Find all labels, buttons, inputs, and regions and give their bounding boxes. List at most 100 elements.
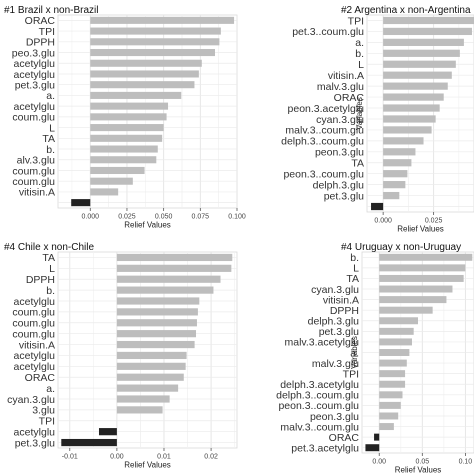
bar	[379, 391, 403, 399]
bars	[71, 16, 235, 207]
y-tick-label: cyan.3.glu	[7, 394, 55, 406]
chart-panel-3: TALDPPHb.acetylglucoum.glucoum.glucoum.g…	[4, 242, 238, 470]
bar	[116, 395, 170, 403]
bar	[379, 327, 414, 335]
panel-title: #1 Brazil x non-Brazil	[4, 5, 98, 16]
chart-panel-1: ORACTPIDPPHpeo.3.gluacetylgluacetylglupe…	[4, 5, 246, 230]
bar	[116, 373, 184, 381]
bar	[365, 444, 380, 452]
y-tick-label: acetylglu	[14, 101, 56, 113]
bar	[116, 340, 195, 349]
y-tick-label: alv.3.glu	[17, 155, 55, 167]
x-tick-label: 0.000	[374, 218, 392, 225]
y-tick-label: vitisin.A	[19, 187, 55, 199]
plot-background	[57, 251, 238, 449]
y-tick-label: malv.3.glu	[312, 358, 359, 370]
bar	[116, 319, 197, 327]
bar	[116, 297, 200, 305]
plot-background	[366, 14, 474, 213]
y-tick-label: vitisin.A	[19, 339, 55, 351]
y-tick-label: coum.glu	[12, 165, 55, 177]
y-tick-label: vitisin.A	[323, 294, 359, 306]
y-tick-label: DPPH	[26, 274, 55, 286]
bar	[383, 104, 440, 112]
bar	[383, 82, 448, 90]
y-tick-label: peon.3..coum.glu	[283, 168, 364, 180]
y-tick-label: cyan.3.glu	[311, 284, 359, 296]
y-tick-label: pet.3.glu	[319, 326, 359, 338]
y-tick-label: peon.3.acetylglu	[288, 103, 365, 115]
bar	[383, 93, 444, 101]
bar	[116, 406, 163, 414]
y-tick-label: coum.glu	[12, 328, 55, 340]
bar	[116, 362, 186, 370]
bar	[379, 274, 464, 282]
bar	[379, 423, 394, 431]
y-tick-label: a.	[350, 347, 359, 359]
bar	[116, 330, 197, 338]
bar	[383, 126, 432, 134]
y-axis-title: Variables	[355, 97, 364, 130]
y-tick-label: b.	[350, 252, 359, 264]
bars	[61, 253, 233, 447]
y-tick-label: cyan.3.glu	[316, 114, 364, 126]
bar	[383, 60, 456, 68]
bar	[379, 349, 410, 356]
y-tick-label: pet.3.glu	[15, 79, 55, 91]
x-tick-label: 0.075	[192, 214, 210, 221]
bar	[90, 91, 182, 99]
y-tick-label: acetylglu	[14, 296, 56, 308]
y-tick-label: TA	[346, 273, 359, 285]
x-tick-label: 0.05	[415, 459, 429, 466]
bar	[379, 359, 407, 367]
bar	[90, 81, 195, 89]
bar	[90, 102, 169, 110]
y-tick-label: L	[353, 263, 359, 275]
bar	[116, 351, 187, 360]
bar	[90, 48, 215, 57]
bar	[98, 428, 117, 436]
y-tick-label: delph.3.glu	[308, 316, 360, 328]
panel-title: #2 Argentina x non-Argentina	[341, 5, 471, 16]
bar	[383, 191, 400, 200]
y-tick-label: ORAC	[334, 92, 365, 104]
bar	[90, 38, 220, 46]
bar	[383, 159, 412, 167]
y-tick-label: acetylglu	[14, 69, 56, 81]
bar	[383, 170, 408, 178]
y-tick-label: TPI	[39, 416, 55, 428]
bar	[379, 380, 406, 388]
y-tick-label: b.	[46, 144, 55, 156]
y-tick-label: L	[49, 122, 55, 134]
bar	[90, 124, 164, 132]
chart-panel-2: TPIpet.3..coum.glua.b.Lvitisin.Amalv.3.g…	[281, 5, 474, 234]
panel-title: #4 Chile x non-Chile	[4, 242, 94, 253]
y-tick-label: TPI	[343, 368, 359, 380]
y-tick-label: TPI	[348, 15, 364, 27]
bar	[379, 253, 473, 261]
bars	[365, 253, 473, 452]
y-tick-label: pet.3.glu	[15, 437, 55, 449]
bar	[61, 438, 117, 447]
bar	[383, 181, 406, 189]
y-tick-label: b.	[355, 48, 364, 60]
bars	[371, 16, 474, 211]
bar	[90, 16, 235, 24]
panel-title: #4 Uruguay x non-Uruguay	[341, 242, 461, 253]
x-tick-label: 0.000	[82, 214, 100, 221]
y-tick-label: acetylglu	[14, 58, 56, 70]
bar	[374, 433, 380, 441]
y-tick-label: coum.glu	[12, 318, 55, 330]
y-tick-label: delph.3.acetylglu	[280, 379, 359, 391]
bar	[379, 285, 453, 293]
x-axis-title: Relief Values	[395, 466, 442, 474]
y-tick-label: L	[358, 59, 364, 71]
bar	[90, 166, 145, 175]
bar	[90, 113, 167, 121]
y-tick-label: malv.3..coum.glu	[280, 421, 359, 433]
bar	[90, 177, 133, 185]
x-tick-label: -0.01	[62, 454, 78, 461]
x-tick-label: 0.02	[204, 454, 218, 461]
bar	[116, 275, 221, 283]
y-tick-label: b.	[46, 285, 55, 297]
